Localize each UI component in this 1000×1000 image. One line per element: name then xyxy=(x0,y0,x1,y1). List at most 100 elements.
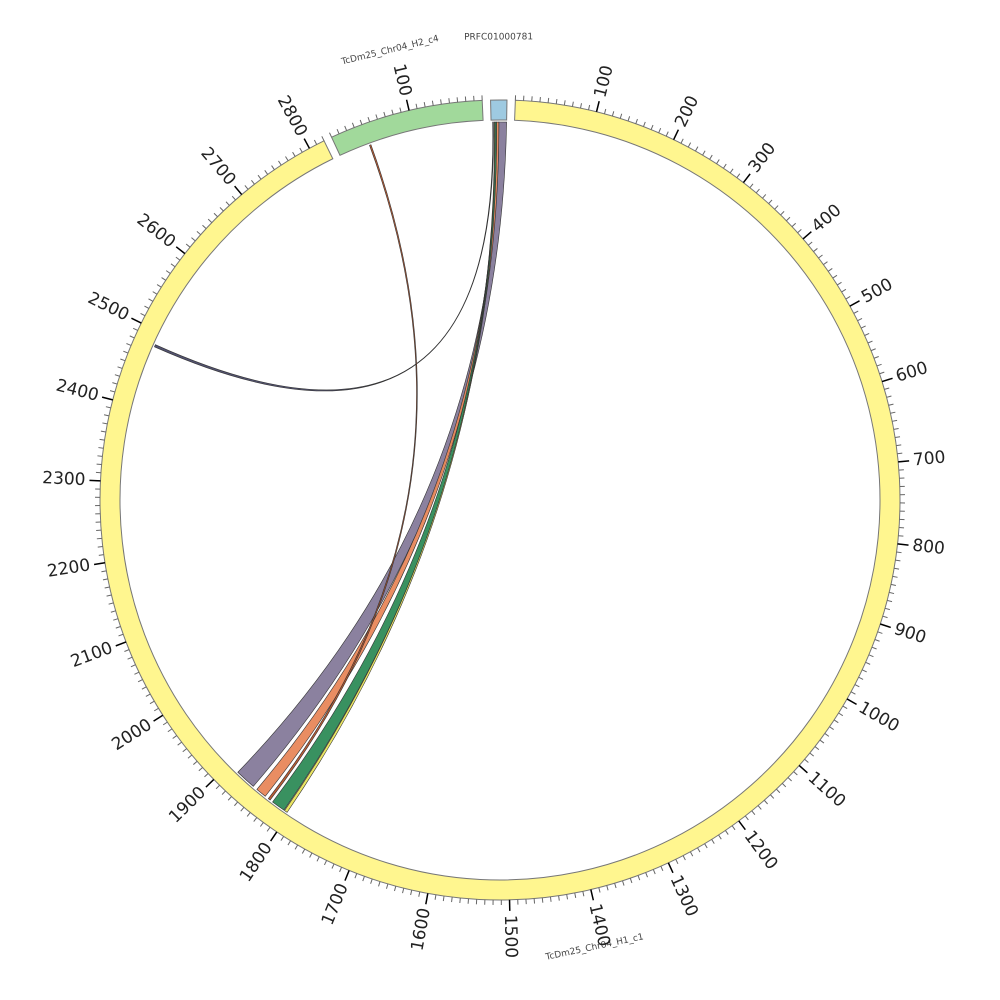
minor-tick xyxy=(123,350,129,354)
minor-tick xyxy=(127,656,133,660)
minor-tick xyxy=(292,151,296,157)
minor-tick xyxy=(687,142,692,148)
minor-tick xyxy=(344,125,348,131)
minor-tick xyxy=(832,274,838,279)
minor-tick xyxy=(309,852,313,858)
minor-tick xyxy=(781,783,787,788)
minor-tick xyxy=(876,363,882,367)
minor-tick xyxy=(588,104,591,111)
minor-tick xyxy=(207,218,213,223)
minor-tick xyxy=(198,767,203,772)
tick-label: 200 xyxy=(671,93,703,131)
minor-tick xyxy=(893,428,899,430)
minor-tick xyxy=(153,707,159,712)
minor-tick xyxy=(860,325,866,329)
segment-label: TcDm25_Chr04_H2_c4 xyxy=(340,34,441,68)
tick-label: 700 xyxy=(912,447,946,470)
major-tick xyxy=(153,714,164,722)
minor-tick xyxy=(165,270,171,274)
minor-tick xyxy=(167,728,173,733)
tick-label: 500 xyxy=(858,274,896,307)
minor-tick xyxy=(117,366,123,369)
minor-tick xyxy=(793,771,798,776)
minor-tick xyxy=(120,358,126,362)
tick-label: 900 xyxy=(891,619,928,648)
tick-label: 1900 xyxy=(165,783,210,828)
major-tick xyxy=(131,317,142,324)
minor-tick xyxy=(614,883,617,889)
segment-arc xyxy=(99,99,901,901)
minor-tick xyxy=(814,746,820,751)
minor-tick xyxy=(682,855,686,861)
minor-tick xyxy=(109,390,116,393)
major-tick xyxy=(667,862,674,874)
minor-tick xyxy=(729,168,734,174)
minor-tick xyxy=(244,185,249,190)
minor-tick xyxy=(280,836,285,841)
major-tick xyxy=(205,778,215,788)
minor-tick xyxy=(145,693,151,697)
minor-tick xyxy=(892,419,898,422)
minor-tick xyxy=(161,277,167,281)
link-ribbon xyxy=(284,121,496,813)
minor-tick xyxy=(879,371,885,375)
minor-tick xyxy=(264,170,269,175)
minor-tick xyxy=(126,343,132,346)
tick-label: 2000 xyxy=(108,715,155,755)
minor-tick xyxy=(582,891,585,897)
minor-tick xyxy=(850,691,856,695)
tick-label: 600 xyxy=(893,358,930,387)
minor-tick xyxy=(456,97,459,103)
minor-tick xyxy=(804,758,809,763)
minor-tick xyxy=(704,843,708,849)
link-ribbon xyxy=(154,121,494,392)
minor-tick xyxy=(894,567,900,570)
minor-tick xyxy=(102,578,108,581)
minor-tick xyxy=(227,796,232,801)
minor-tick xyxy=(870,348,876,352)
minor-tick xyxy=(410,890,413,896)
major-tick xyxy=(898,460,910,463)
minor-tick xyxy=(362,876,365,882)
minor-tick xyxy=(547,97,550,103)
minor-tick xyxy=(724,830,729,835)
tick-label: 2100 xyxy=(68,638,116,672)
minor-tick xyxy=(744,815,749,821)
major-tick xyxy=(846,698,857,706)
minor-tick xyxy=(884,387,890,390)
tick-label: 1700 xyxy=(318,881,353,929)
major-tick xyxy=(234,185,243,196)
minor-tick xyxy=(887,599,893,603)
minor-tick xyxy=(215,784,220,790)
minor-tick xyxy=(824,733,830,737)
minor-tick xyxy=(451,897,453,903)
major-tick xyxy=(101,396,113,401)
minor-tick xyxy=(643,121,646,127)
minor-tick xyxy=(144,305,150,309)
minor-tick xyxy=(865,661,871,665)
minor-tick xyxy=(867,340,873,344)
minor-tick xyxy=(182,748,187,753)
tick-label: 1600 xyxy=(407,906,434,952)
minor-tick xyxy=(251,179,255,185)
minor-tick xyxy=(563,100,566,106)
minor-tick xyxy=(809,752,815,757)
minor-tick xyxy=(141,686,147,690)
minor-tick xyxy=(718,834,722,840)
minor-tick xyxy=(864,332,870,336)
minor-tick xyxy=(378,881,381,887)
minor-tick xyxy=(294,844,299,850)
minor-tick xyxy=(749,183,754,188)
link-ribbon xyxy=(267,144,418,801)
major-tick xyxy=(89,479,101,482)
minor-tick xyxy=(709,154,713,160)
segment-arc xyxy=(330,99,484,156)
major-tick xyxy=(303,138,311,149)
minor-tick xyxy=(827,268,833,272)
minor-tick xyxy=(890,411,896,414)
minor-tick xyxy=(650,124,654,130)
minor-tick xyxy=(112,382,118,385)
minor-tick xyxy=(890,583,896,586)
tick-label: 2700 xyxy=(196,144,239,190)
minor-tick xyxy=(622,880,625,886)
